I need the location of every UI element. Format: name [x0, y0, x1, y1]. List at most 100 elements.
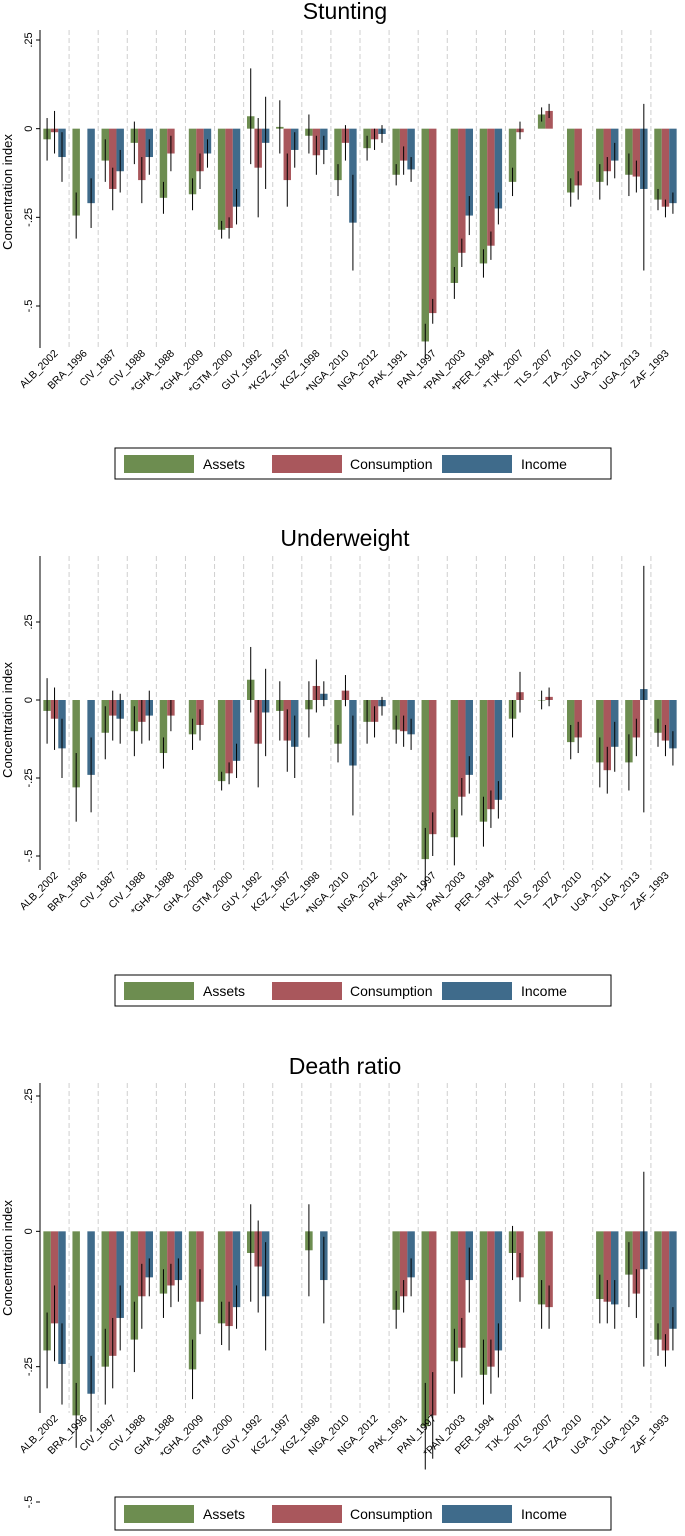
- stunting-legend: Assets Consumption Income: [114, 447, 612, 480]
- underweight-bar-assets: [566, 700, 575, 743]
- underweight-legend-assets: Assets: [203, 983, 245, 999]
- underweight-bar-assets: [421, 700, 429, 860]
- stunting-bar-consumption: [196, 128, 204, 172]
- death-ratio-bar-consumption: [661, 1231, 670, 1351]
- underweight-bar-assets: [654, 700, 662, 733]
- stunting-bar-assets: [159, 128, 168, 198]
- underweight-bar-assets: [217, 700, 226, 782]
- death-ratio-bar-income: [669, 1231, 677, 1329]
- death-ratio-bar-consumption: [487, 1231, 495, 1367]
- death-ratio-legend-assets: Assets: [203, 1506, 245, 1522]
- death-ratio-bar-assets: [596, 1231, 604, 1299]
- death-ratio-bar-consumption: [225, 1231, 233, 1327]
- death-ratio-bar-income: [58, 1231, 66, 1364]
- death-ratio-legend-income: Income: [521, 1506, 567, 1522]
- death-ratio-bar-consumption: [428, 1231, 437, 1416]
- death-ratio-bar-assets: [130, 1231, 139, 1340]
- stunting-bar-consumption: [487, 128, 495, 246]
- underweight-ytick-label: -.25: [23, 769, 35, 788]
- stunting-title: Stunting: [303, 0, 387, 24]
- stunting-bar-assets: [654, 128, 662, 200]
- underweight-bar-assets: [159, 700, 168, 754]
- death-ratio-bar-assets: [217, 1231, 226, 1324]
- stunting-bar-consumption: [138, 128, 146, 181]
- death-ratio-bar-assets: [479, 1231, 488, 1375]
- death-ratio-bar-income: [232, 1231, 241, 1308]
- death-ratio-ytick-label: .25: [23, 1088, 35, 1103]
- underweight-bar-assets: [450, 700, 459, 838]
- death-ratio-bar-consumption: [399, 1231, 408, 1297]
- death-ratio-bar-consumption: [50, 1231, 59, 1324]
- stunting-bar-income: [465, 128, 474, 216]
- death-ratio-bar-consumption: [632, 1231, 641, 1294]
- death-ratio-bar-consumption: [167, 1231, 175, 1286]
- underweight-title: Underweight: [280, 525, 410, 551]
- death-ratio-bar-income: [494, 1231, 503, 1351]
- stunting-legend-consumption-swatch: [272, 455, 342, 473]
- underweight-legend-consumption: Consumption: [350, 983, 433, 999]
- death-ratio-bar-assets: [654, 1231, 662, 1340]
- underweight-bar-income: [465, 700, 474, 775]
- stunting-bar-consumption: [574, 128, 582, 186]
- underweight-bar-income: [232, 700, 241, 761]
- underweight-bar-consumption: [661, 700, 670, 741]
- stunting-bar-assets: [72, 128, 80, 216]
- stunting-bar-assets: [596, 128, 604, 182]
- stunting-bar-income: [669, 128, 677, 204]
- underweight-bar-consumption: [574, 700, 582, 738]
- death-ratio-bar-income: [174, 1231, 183, 1281]
- stunting-bar-income: [494, 128, 503, 209]
- stunting-bar-income: [87, 128, 95, 204]
- death-ratio-bar-assets: [392, 1231, 400, 1310]
- stunting-bar-assets: [188, 128, 197, 195]
- underweight-bar-assets: [479, 700, 488, 822]
- stunting-bar-assets: [421, 128, 429, 342]
- stunting-bar-income: [232, 128, 241, 207]
- death-ratio-bar-consumption: [108, 1231, 117, 1356]
- death-ratio-bar-income: [87, 1231, 95, 1394]
- stunting-bar-assets: [334, 128, 342, 181]
- underweight-ylabel: Concentration index: [0, 662, 15, 778]
- stunting-legend-income-swatch: [442, 455, 512, 473]
- stunting-bar-assets: [508, 128, 517, 182]
- death-ratio-bar-assets: [188, 1231, 197, 1370]
- underweight-legend-income: Income: [521, 983, 567, 999]
- death-ratio-ylabel: Concentration index: [0, 1200, 15, 1316]
- underweight-bar-assets: [188, 700, 197, 735]
- death-ratio-bar-assets: [537, 1231, 546, 1305]
- stunting-bar-consumption: [661, 128, 670, 207]
- underweight-bar-consumption: [428, 700, 437, 835]
- death-ratio-bar-assets: [43, 1231, 51, 1351]
- underweight-bar-consumption: [458, 700, 466, 797]
- stunting-bar-consumption: [225, 128, 233, 228]
- stunting-bar-assets: [566, 128, 575, 193]
- death-ratio-bar-income: [407, 1231, 415, 1278]
- death-ratio-bar-assets: [450, 1231, 459, 1362]
- stunting-bar-assets: [479, 128, 488, 264]
- death-ratio-bar-assets: [72, 1231, 80, 1416]
- underweight-legend-income-swatch: [442, 982, 512, 1000]
- underweight-bar-income: [407, 700, 415, 735]
- underweight-bar-income: [669, 700, 677, 749]
- stunting-bar-consumption: [632, 128, 641, 177]
- underweight-bar-consumption: [603, 700, 612, 771]
- underweight-bar-income: [494, 700, 503, 800]
- death-ratio-legend-frame: [114, 1496, 612, 1531]
- death-ratio-ytick-label: -.5: [23, 1496, 35, 1509]
- stunting-ytick-label: -.5: [23, 300, 35, 313]
- underweight-legend: Assets Consumption Income: [114, 974, 612, 1007]
- death-ratio-bar-consumption: [545, 1231, 553, 1308]
- stunting-legend-frame: [114, 447, 612, 480]
- stunting-bar-assets: [392, 128, 400, 175]
- stunting-ytick-label: .25: [23, 32, 35, 47]
- underweight-bar-assets: [625, 700, 633, 763]
- underweight-ytick-label: 0: [23, 697, 35, 703]
- stunting-bar-consumption: [458, 128, 466, 253]
- underweight-bar-assets: [392, 700, 400, 730]
- stunting-legend-assets: Assets: [203, 456, 245, 472]
- underweight-bar-consumption: [487, 700, 495, 810]
- stunting-ytick-label: 0: [23, 126, 35, 132]
- stunting-ylabel: Concentration index: [0, 134, 15, 250]
- death-ratio-bar-assets: [421, 1231, 429, 1427]
